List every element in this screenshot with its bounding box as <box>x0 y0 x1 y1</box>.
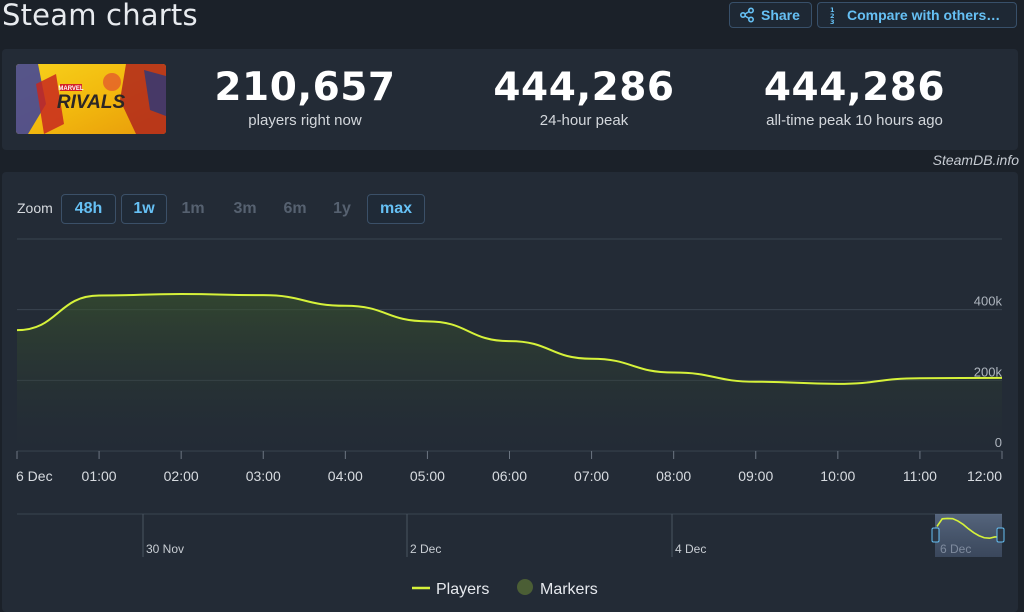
numbered-list-icon: 1 2 3 <box>827 6 841 24</box>
legend-markers-swatch[interactable] <box>517 579 533 595</box>
x-tick-label: 6 Dec <box>16 468 53 484</box>
stat-current-players: 210,657 players right now <box>205 65 405 130</box>
attribution[interactable]: SteamDB.info <box>932 152 1019 168</box>
x-tick-label: 01:00 <box>82 468 117 484</box>
stats-panel <box>2 49 1018 150</box>
current-players-value: 210,657 <box>214 65 396 110</box>
navigator-label: 2 Dec <box>410 542 441 556</box>
share-label: Share <box>761 7 800 23</box>
zoom-1m-button[interactable]: 1m <box>181 200 205 217</box>
brand-text: MARVEL <box>58 86 84 92</box>
legend-players-label[interactable]: Players <box>436 581 489 598</box>
y-tick-label: 200k <box>974 364 1003 379</box>
x-tick-label: 02:00 <box>164 468 199 484</box>
all-time-peak-value: 444,286 <box>763 65 946 110</box>
players-area <box>17 294 1002 451</box>
all-time-peak-label: all-time peak 10 hours ago <box>766 112 943 129</box>
x-tick-label: 10:00 <box>820 468 855 484</box>
zoom-max-button[interactable]: max <box>367 194 425 224</box>
legend-markers-label[interactable]: Markers <box>540 581 598 598</box>
navigator-right-handle[interactable] <box>996 527 1005 543</box>
current-players-label: players right now <box>248 112 362 129</box>
svg-text:3: 3 <box>830 18 835 24</box>
game-logo-text: RIVALS <box>57 92 126 113</box>
x-tick-label: 03:00 <box>246 468 281 484</box>
peak-24h-label: 24-hour peak <box>539 112 629 129</box>
compare-button[interactable]: 1 2 3 Compare with others… <box>817 2 1017 28</box>
navigator-left-handle[interactable] <box>931 527 940 543</box>
page-title: Steam charts <box>2 0 198 32</box>
zoom-label: Zoom <box>17 200 53 216</box>
x-tick-label: 09:00 <box>738 468 773 484</box>
navigator-series-line <box>936 517 1001 540</box>
x-tick-label: 11:00 <box>903 468 937 484</box>
peak-24h-value: 444,286 <box>493 65 675 110</box>
navigator-label: 30 Nov <box>146 542 184 556</box>
x-tick-label: 07:00 <box>574 468 609 484</box>
players-series-line[interactable] <box>16 293 1003 385</box>
navigator-selection[interactable] <box>935 514 1002 557</box>
game-banner[interactable]: MARVEL RIVALS <box>16 64 166 134</box>
x-tick-label: 05:00 <box>410 468 445 484</box>
zoom-1w-button[interactable]: 1w <box>121 194 167 224</box>
zoom-6m-button[interactable]: 6m <box>283 200 307 217</box>
x-tick-label: 12:00 <box>967 468 1002 484</box>
zoom-48h-button[interactable]: 48h <box>61 194 116 224</box>
x-tick-label: 08:00 <box>656 468 691 484</box>
stat-24h-peak: 444,286 24-hour peak <box>484 65 684 130</box>
stat-all-time-peak: 444,286 all-time peak 10 hours ago <box>742 65 967 130</box>
share-icon <box>739 7 755 23</box>
svg-text:2: 2 <box>830 12 835 20</box>
x-tick-label: 06:00 <box>492 468 527 484</box>
zoom-3m-button[interactable]: 3m <box>233 200 257 217</box>
y-tick-label: 400k <box>974 294 1003 309</box>
x-tick-label: 04:00 <box>328 468 363 484</box>
player-count-chart[interactable]: 0 200k 400k 6 Dec 01:00 02:00 03:00 04:00 05:00… <box>0 0 1024 598</box>
navigator-label: 4 Dec <box>675 542 706 556</box>
share-button[interactable]: Share <box>729 2 812 28</box>
svg-text:1: 1 <box>830 6 835 14</box>
zoom-1y-button[interactable]: 1y <box>333 200 351 217</box>
y-tick-label: 0 <box>995 435 1002 450</box>
compare-label: Compare with others… <box>847 7 1001 23</box>
